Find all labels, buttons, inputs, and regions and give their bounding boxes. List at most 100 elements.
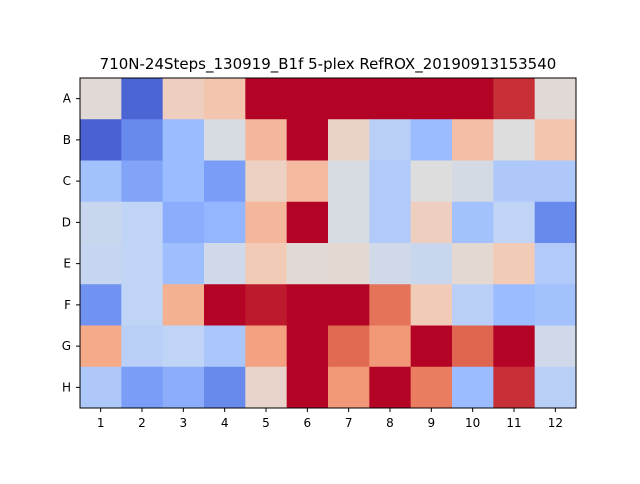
chart-title: 710N-24Steps_130919_B1f 5-plex RefROX_20…: [100, 55, 557, 74]
heatmap-cell-B6: [286, 119, 329, 161]
heatmap-cell-B12: [534, 119, 577, 161]
heatmap-cell-B2: [121, 119, 164, 161]
x-tick-label: 11: [506, 416, 521, 430]
heatmap-cell-G3: [162, 325, 205, 368]
heatmap-cell-B9: [410, 119, 453, 161]
heatmap-cell-A11: [493, 78, 536, 120]
y-tick-label: D: [62, 215, 71, 229]
heatmap-cell-E3: [162, 243, 205, 285]
x-tick-label: 8: [386, 416, 394, 430]
heatmap-cell-G10: [452, 325, 494, 368]
x-tick-label: 2: [138, 416, 146, 430]
y-tick-label: C: [63, 174, 71, 188]
heatmap-cell-B3: [162, 119, 205, 161]
y-tick-label: H: [62, 380, 71, 394]
heatmap-cell-G8: [369, 325, 412, 368]
heatmap-cell-H12: [534, 366, 577, 409]
plot-frame: [79, 77, 577, 409]
heatmap-cell-G5: [245, 325, 288, 368]
x-tick-label: 6: [304, 416, 312, 430]
heatmap-cell-B10: [452, 119, 494, 161]
heatmap-cell-B5: [245, 119, 288, 161]
heatmap-cell-B4: [204, 119, 246, 161]
heatmap-cell-H3: [162, 366, 205, 409]
heatmap-cell-E12: [534, 243, 577, 285]
heatmap-cell-H7: [328, 366, 370, 409]
heatmap-cell-F9: [410, 284, 453, 326]
heatmap-cell-A8: [369, 78, 412, 120]
heatmap-cell-G4: [204, 325, 246, 368]
x-tick-label: 10: [465, 416, 480, 430]
heatmap-cell-F6: [286, 284, 329, 326]
heatmap-cell-E9: [410, 243, 453, 285]
heatmap-cell-C3: [162, 160, 205, 203]
heatmap-cell-C6: [286, 160, 329, 203]
heatmap-cell-G2: [121, 325, 164, 368]
heatmap-cell-C11: [493, 160, 536, 203]
heatmap-cell-F2: [121, 284, 164, 326]
heatmap-cell-C1: [80, 160, 122, 203]
x-tick-label: 3: [180, 416, 188, 430]
heatmap-cell-C7: [328, 160, 370, 203]
heatmap-cell-A7: [328, 78, 370, 120]
heatmap-cell-H6: [286, 366, 329, 409]
heatmap-cell-H10: [452, 366, 494, 409]
heatmap-cell-C10: [452, 160, 494, 203]
heatmap-cell-E2: [121, 243, 164, 285]
heatmap-cell-F7: [328, 284, 370, 326]
heatmap-cell-H2: [121, 366, 164, 409]
heatmap-cell-H9: [410, 366, 453, 409]
heatmap-cell-D5: [245, 201, 288, 244]
heatmap-cell-A1: [80, 78, 122, 120]
heatmap-cell-H8: [369, 366, 412, 409]
heatmap-cell-A6: [286, 78, 329, 120]
heatmap-cell-A3: [162, 78, 205, 120]
heatmap-cell-C4: [204, 160, 246, 203]
heatmap-cell-F1: [80, 284, 122, 326]
x-tick-label: 12: [548, 416, 563, 430]
heatmap-cell-B1: [80, 119, 122, 161]
heatmap-cell-G1: [80, 325, 122, 368]
heatmap-cell-D2: [121, 201, 164, 244]
heatmap-cell-H11: [493, 366, 536, 409]
heatmap-cell-G11: [493, 325, 536, 368]
heatmap-cell-D8: [369, 201, 412, 244]
y-tick-label: B: [63, 133, 71, 147]
heatmap-cell-F3: [162, 284, 205, 326]
heatmap-cell-B8: [369, 119, 412, 161]
heatmap-cell-G12: [534, 325, 577, 368]
heatmap-cell-H5: [245, 366, 288, 409]
heatmap-cell-F11: [493, 284, 536, 326]
heatmap-cell-C9: [410, 160, 453, 203]
heatmap-cell-C12: [534, 160, 577, 203]
heatmap-cell-E4: [204, 243, 246, 285]
heatmap-cell-E11: [493, 243, 536, 285]
heatmap-cell-E8: [369, 243, 412, 285]
heatmap-cell-F10: [452, 284, 494, 326]
heatmap-cell-D3: [162, 201, 205, 244]
heatmap-cell-E1: [80, 243, 122, 285]
x-tick-label: 1: [97, 416, 105, 430]
heatmap-cell-D6: [286, 201, 329, 244]
heatmap-cell-G7: [328, 325, 370, 368]
y-tick-label: G: [62, 339, 71, 353]
y-tick-label: A: [63, 92, 72, 106]
heatmap-cell-D10: [452, 201, 494, 244]
x-tick-label: 5: [262, 416, 270, 430]
y-tick-label: F: [64, 298, 71, 312]
heatmap-cell-E5: [245, 243, 288, 285]
y-tick-label: E: [63, 257, 71, 271]
heatmap-cell-E6: [286, 243, 329, 285]
heatmap-cell-D4: [204, 201, 246, 244]
x-tick-label: 7: [345, 416, 353, 430]
heatmap-cell-D7: [328, 201, 370, 244]
heatmap-cell-D9: [410, 201, 453, 244]
heatmap-cell-D1: [80, 201, 122, 244]
x-tick-label: 9: [428, 416, 436, 430]
heatmap-cells: [80, 78, 577, 409]
heatmap-cell-G6: [286, 325, 329, 368]
heatmap-cell-B11: [493, 119, 536, 161]
heatmap-cell-D12: [534, 201, 577, 244]
heatmap-cell-C8: [369, 160, 412, 203]
